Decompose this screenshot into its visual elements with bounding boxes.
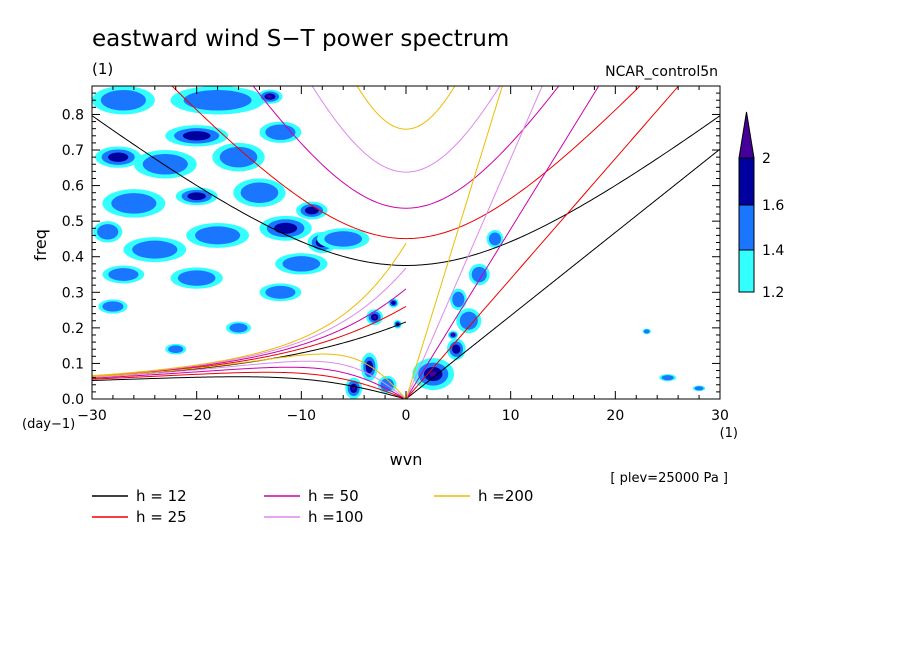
y-tick-label: 0.7 xyxy=(62,143,84,159)
power-blob-1 xyxy=(170,86,265,115)
curve-legend: h = 12 h = 25 h = 50 h =100 h =200 xyxy=(92,487,533,526)
power-blob-8 xyxy=(102,189,166,218)
power-blob-37 xyxy=(447,330,459,340)
power-blob-14 xyxy=(186,222,250,248)
power-blob-24 xyxy=(165,343,187,355)
chart-subtitle: (1) xyxy=(92,60,113,78)
plev-note: [ plev=25000 Pa ] xyxy=(610,471,728,486)
chart-title: eastward wind S−T power spectrum xyxy=(92,26,509,52)
power-blob-21 xyxy=(259,283,302,302)
y-tick-label: 0.1 xyxy=(62,356,84,372)
legend-label: h = 25 xyxy=(136,508,187,526)
y-axis-ticks: 0.0 0.1 0.2 0.3 0.4 0.5 0.6 0.7 0.8 xyxy=(62,85,720,408)
power-blob-0 xyxy=(92,86,155,115)
spectral-power-field xyxy=(92,86,706,399)
legend-item-h200: h =200 xyxy=(434,487,533,505)
power-blob-26 xyxy=(388,298,399,308)
power-blob-16 xyxy=(123,237,187,263)
dispersion-curve-h200 xyxy=(92,86,503,399)
power-blob-40 xyxy=(642,328,651,335)
y-tick-label: 0.5 xyxy=(62,214,84,230)
power-blob-33 xyxy=(456,308,482,334)
power-blob-20 xyxy=(170,267,223,289)
power-blob-10 xyxy=(233,178,286,207)
power-blob-15 xyxy=(317,228,370,250)
power-blob-11 xyxy=(259,215,312,241)
legend-item-h25: h = 25 xyxy=(92,508,187,526)
x-tick-label: 30 xyxy=(711,408,729,424)
legend-label: h = 12 xyxy=(136,487,187,505)
power-blob-35 xyxy=(468,263,490,286)
power-blob-7 xyxy=(259,121,302,143)
y-tick-label: 0.0 xyxy=(62,392,84,408)
power-blob-34 xyxy=(449,288,467,311)
colorbar-label: 2 xyxy=(762,151,771,167)
x-tick-label: 0 xyxy=(402,408,411,424)
y-tick-label: 0.4 xyxy=(62,250,84,266)
power-blob-29 xyxy=(360,352,378,382)
experiment-label: NCAR_control5n xyxy=(605,64,718,80)
power-blob-3 xyxy=(165,125,229,147)
colorbar-label: 1.6 xyxy=(762,198,784,214)
power-blob-17 xyxy=(275,253,328,275)
legend-label: h =200 xyxy=(478,487,533,505)
power-blob-18 xyxy=(93,221,123,243)
x-axis-unit: (1) xyxy=(720,426,738,441)
y-tick-label: 0.2 xyxy=(62,321,84,337)
power-blob-19 xyxy=(102,265,145,284)
power-blob-39 xyxy=(692,385,706,392)
power-blob-6 xyxy=(212,142,265,172)
power-blob-38 xyxy=(659,374,677,382)
legend-label: h = 50 xyxy=(308,487,359,505)
colorbar: 1.2 1.4 1.6 2 xyxy=(738,111,784,301)
colorbar-label: 1.2 xyxy=(762,285,784,301)
y-tick-label: 0.3 xyxy=(62,285,84,301)
power-blob-23 xyxy=(225,321,252,335)
x-tick-label: −20 xyxy=(182,408,212,424)
power-blob-4 xyxy=(95,146,142,168)
y-axis-label: freq xyxy=(31,229,50,261)
power-blob-31 xyxy=(412,358,455,391)
colorbar-label: 1.4 xyxy=(762,243,784,259)
y-tick-label: 0.8 xyxy=(62,107,84,123)
legend-item-h12: h = 12 xyxy=(92,487,187,505)
x-axis-label: wvn xyxy=(390,450,423,469)
x-tick-label: 10 xyxy=(502,408,520,424)
power-blob-12 xyxy=(296,201,328,220)
power-blob-28 xyxy=(345,377,363,399)
dispersion-curves xyxy=(92,86,720,399)
x-tick-label: 20 xyxy=(606,408,624,424)
power-blob-36 xyxy=(486,230,504,248)
y-tick-label: 0.6 xyxy=(62,179,84,195)
legend-item-h100: h =100 xyxy=(264,508,363,526)
power-blob-22 xyxy=(98,299,128,314)
power-blob-9 xyxy=(175,187,218,206)
x-tick-label: −30 xyxy=(77,408,107,424)
power-blob-2 xyxy=(257,89,283,104)
power-blob-5 xyxy=(133,150,197,179)
legend-item-h50: h = 50 xyxy=(264,487,359,505)
x-tick-label: −10 xyxy=(287,408,317,424)
y-axis-unit: (day−1) xyxy=(22,417,75,432)
legend-label: h =100 xyxy=(308,508,363,526)
